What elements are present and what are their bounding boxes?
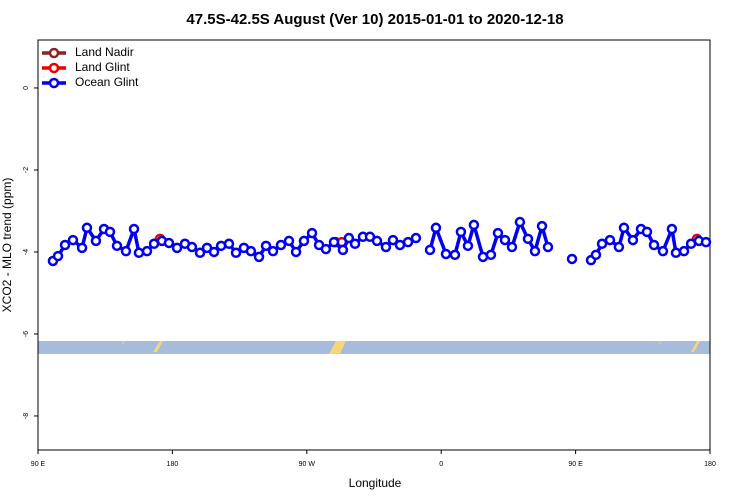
data-point [128,223,140,235]
data-point [462,240,474,252]
data-point [613,241,625,253]
data-point [76,242,88,254]
y-tick-label: 0 [23,86,30,90]
y-tick-label: -6 [23,331,30,337]
legend-marker [48,62,60,74]
data-point [298,235,310,247]
data-point [141,245,153,257]
chart-title: 47.5S-42.5S August (Ver 10) 2015-01-01 t… [186,11,563,28]
data-point [506,241,518,253]
data-point [52,250,64,262]
data-point [306,227,318,239]
data-point [542,241,554,253]
x-tick-label: 90 W [299,461,316,468]
data-point [67,234,79,246]
legend-marker [48,77,60,89]
data-point [627,234,639,246]
data-point [90,235,102,247]
data-point [449,249,461,261]
data-point [657,245,669,257]
data-point [267,245,279,257]
data-point [320,243,332,255]
data-point [275,239,287,251]
data-point [700,236,712,248]
data-point [514,216,526,228]
data-point [596,238,608,250]
y-tick-label: -2 [23,167,30,173]
data-point [440,248,452,260]
land-patch [122,341,125,344]
data-point [678,245,690,257]
data-point [171,242,183,254]
data-point [666,223,678,235]
y-tick-label: -8 [23,413,30,419]
data-point [194,247,206,259]
legend-marker [48,47,60,59]
data-point [371,235,383,247]
data-point [604,234,616,246]
data-point [337,244,349,256]
surface-band [38,341,710,354]
data-point [492,227,504,239]
x-tick-label: 90 E [31,461,46,468]
data-point [499,234,511,246]
data-point [566,253,578,265]
legend-label: Ocean Glint [75,75,139,89]
data-point [260,240,272,252]
land-patch [659,341,662,344]
data-point [387,234,399,246]
data-point [223,238,235,250]
data-point [59,239,71,251]
legend-label: Land Nadir [75,45,134,59]
data-point [670,247,682,259]
data-point [380,241,392,253]
data-point [208,246,220,258]
data-point [648,239,660,251]
x-tick-label: 180 [704,461,716,468]
x-tick-label: 180 [167,461,179,468]
data-point [410,232,422,244]
data-point [485,249,497,261]
data-point [186,241,198,253]
data-point [104,226,116,238]
ocean-band [38,341,710,354]
data-point [394,239,406,251]
data-point [522,233,534,245]
y-tick-label: -4 [23,249,30,255]
data-point [111,240,123,252]
data-point [81,222,93,234]
land-patch [329,341,346,354]
data-point [430,222,442,234]
data-point [455,226,467,238]
data-point [618,222,630,234]
data-point [402,236,414,248]
data-point [290,246,302,258]
land-patch [691,341,700,352]
data-point [133,247,145,259]
data-point [230,247,242,259]
data-point [468,219,480,231]
data-point [590,249,602,261]
x-axis-label: Longitude [349,476,402,490]
legend-label: Land Glint [75,60,130,74]
data-point [641,226,653,238]
data-point [536,220,548,232]
data-point [424,244,436,256]
x-tick-label: 0 [439,461,443,468]
land-patch [153,341,163,352]
data-point [343,232,355,244]
x-tick-label: 90 E [568,461,583,468]
data-point [245,245,257,257]
data-point [328,236,340,248]
data-point [349,238,361,250]
y-axis-label: XCO2 - MLO trend (ppm) [0,178,14,313]
data-point [283,235,295,247]
data-point [120,245,132,257]
data-point [163,237,175,249]
data-point [253,251,265,263]
data-point [529,245,541,257]
